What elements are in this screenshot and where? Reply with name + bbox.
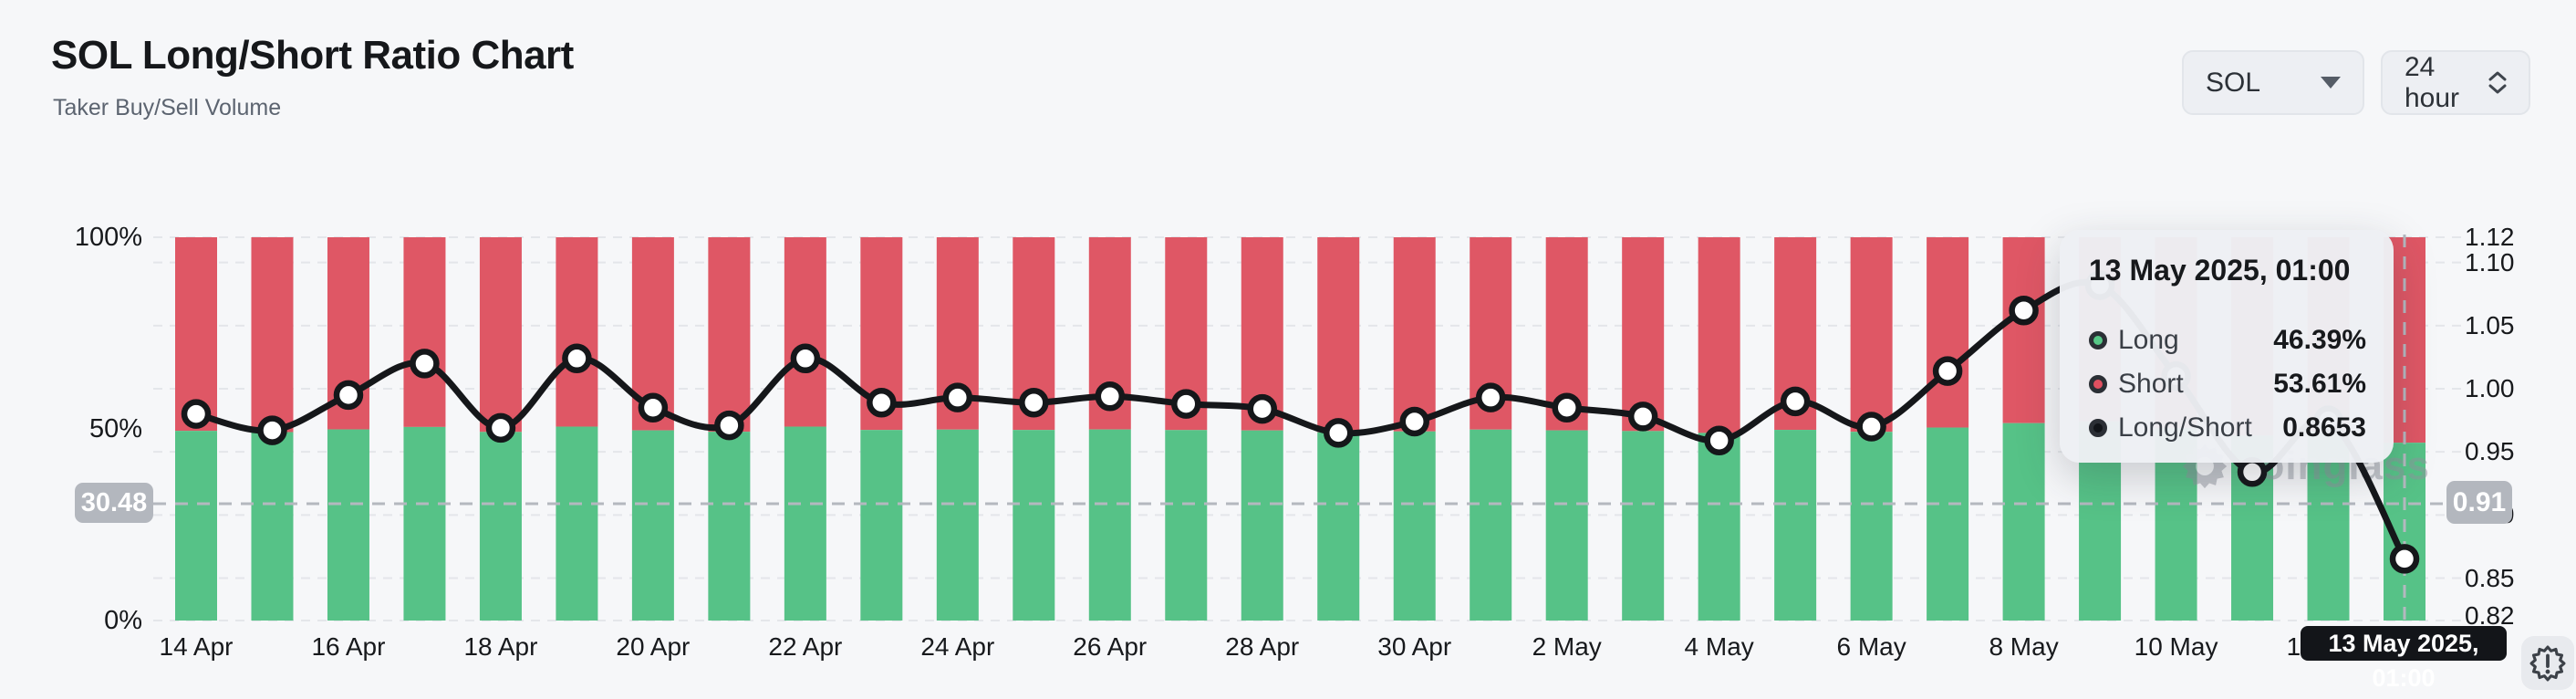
report-issue-button[interactable]: [2521, 636, 2574, 690]
page-title: SOL Long/Short Ratio Chart: [51, 33, 574, 78]
line-point-2-May[interactable]: [1555, 396, 1579, 420]
line-point-13-May[interactable]: [2393, 547, 2416, 570]
xtick-4-May: 4 May: [1685, 631, 1754, 662]
line-point-19-Apr[interactable]: [565, 347, 588, 370]
xtick-10-May: 10 May: [2135, 631, 2218, 662]
line-point-27-Apr[interactable]: [1174, 392, 1198, 416]
line-point-3-May[interactable]: [1631, 404, 1655, 428]
crosshair-left-badge: 30.48: [75, 483, 153, 523]
line-point-20-Apr[interactable]: [641, 396, 665, 420]
line-point-16-Apr[interactable]: [337, 383, 360, 407]
tooltip-row-label: Long/Short: [2118, 412, 2252, 443]
interval-select[interactable]: 24 hour: [2381, 50, 2530, 115]
symbol-select-value: SOL: [2206, 68, 2260, 99]
line-point-15-Apr[interactable]: [260, 419, 284, 443]
long-dot-icon: [2089, 331, 2107, 350]
line-point-29-Apr[interactable]: [1326, 421, 1350, 444]
chart-tooltip: 13 May 2025, 01:00 Long 46.39% Short 53.…: [2060, 230, 2394, 463]
line-point-11-May[interactable]: [2240, 460, 2264, 484]
chevron-down-icon: [2321, 77, 2341, 89]
ytick-left-100%: 100%: [47, 222, 142, 253]
xtick-30-Apr: 30 Apr: [1377, 631, 1451, 662]
xtick-26-Apr: 26 Apr: [1073, 631, 1147, 662]
line-point-8-May[interactable]: [2012, 298, 2036, 322]
line-point-7-May[interactable]: [1936, 360, 1959, 383]
xtick-8-May: 8 May: [1989, 631, 2058, 662]
line-point-1-May[interactable]: [1479, 386, 1502, 410]
crosshair-right-badge: 0.91: [2446, 481, 2512, 524]
tooltip-row-ratio: Long/Short 0.8653: [2089, 406, 2366, 450]
line-point-23-Apr[interactable]: [869, 391, 893, 414]
ratio-dot-icon: [2089, 419, 2107, 437]
tooltip-row-short: Short 53.61%: [2089, 362, 2366, 406]
interval-select-value: 24 hour: [2405, 52, 2488, 114]
ytick-right-1.10: 1.10: [2465, 247, 2565, 278]
xtick-20-Apr: 20 Apr: [616, 631, 690, 662]
line-point-21-Apr[interactable]: [717, 413, 741, 437]
line-point-5-May[interactable]: [1783, 390, 1807, 413]
line-point-18-Apr[interactable]: [489, 416, 513, 440]
ytick-right-1.05: 1.05: [2465, 310, 2565, 341]
tooltip-row-label: Short: [2118, 369, 2184, 400]
xtick-22-Apr: 22 Apr: [768, 631, 842, 662]
tooltip-row-label: Long: [2118, 325, 2179, 356]
page-subtitle: Taker Buy/Sell Volume: [53, 95, 281, 121]
chevron-up-down-icon: [2488, 71, 2507, 94]
xtick-2-May: 2 May: [1532, 631, 1602, 662]
ytick-left-0%: 0%: [47, 605, 142, 636]
line-point-6-May[interactable]: [1860, 415, 1884, 439]
ytick-right-0.95: 0.95: [2465, 436, 2565, 467]
alert-seal-icon: [2529, 645, 2566, 682]
ytick-right-1.00: 1.00: [2465, 373, 2565, 404]
line-point-28-Apr[interactable]: [1251, 397, 1274, 421]
line-point-14-Apr[interactable]: [184, 402, 208, 426]
line-point-17-Apr[interactable]: [412, 351, 436, 375]
line-point-30-Apr[interactable]: [1403, 410, 1427, 433]
symbol-select[interactable]: SOL: [2182, 50, 2364, 115]
crosshair-time-pill: 13 May 2025, 01:00: [2301, 626, 2507, 661]
tooltip-title: 13 May 2025, 01:00: [2089, 254, 2366, 287]
xtick-6-May: 6 May: [1836, 631, 1906, 662]
line-point-24-Apr[interactable]: [946, 386, 970, 410]
short-dot-icon: [2089, 375, 2107, 393]
tooltip-row-long: Long 46.39%: [2089, 318, 2366, 362]
xtick-28-Apr: 28 Apr: [1225, 631, 1299, 662]
line-point-4-May[interactable]: [1708, 429, 1731, 453]
tooltip-row-value: 46.39%: [2273, 325, 2366, 356]
line-point-26-Apr[interactable]: [1098, 384, 1122, 408]
line-point-22-Apr[interactable]: [794, 347, 817, 370]
ytick-right-0.85: 0.85: [2465, 563, 2565, 594]
xtick-14-Apr: 14 Apr: [160, 631, 234, 662]
line-point-25-Apr[interactable]: [1022, 391, 1045, 414]
xtick-24-Apr: 24 Apr: [920, 631, 994, 662]
ytick-left-50%: 50%: [47, 413, 142, 444]
xtick-16-Apr: 16 Apr: [311, 631, 385, 662]
xtick-18-Apr: 18 Apr: [463, 631, 537, 662]
tooltip-row-value: 53.61%: [2273, 369, 2366, 400]
tooltip-row-value: 0.8653: [2282, 412, 2366, 443]
